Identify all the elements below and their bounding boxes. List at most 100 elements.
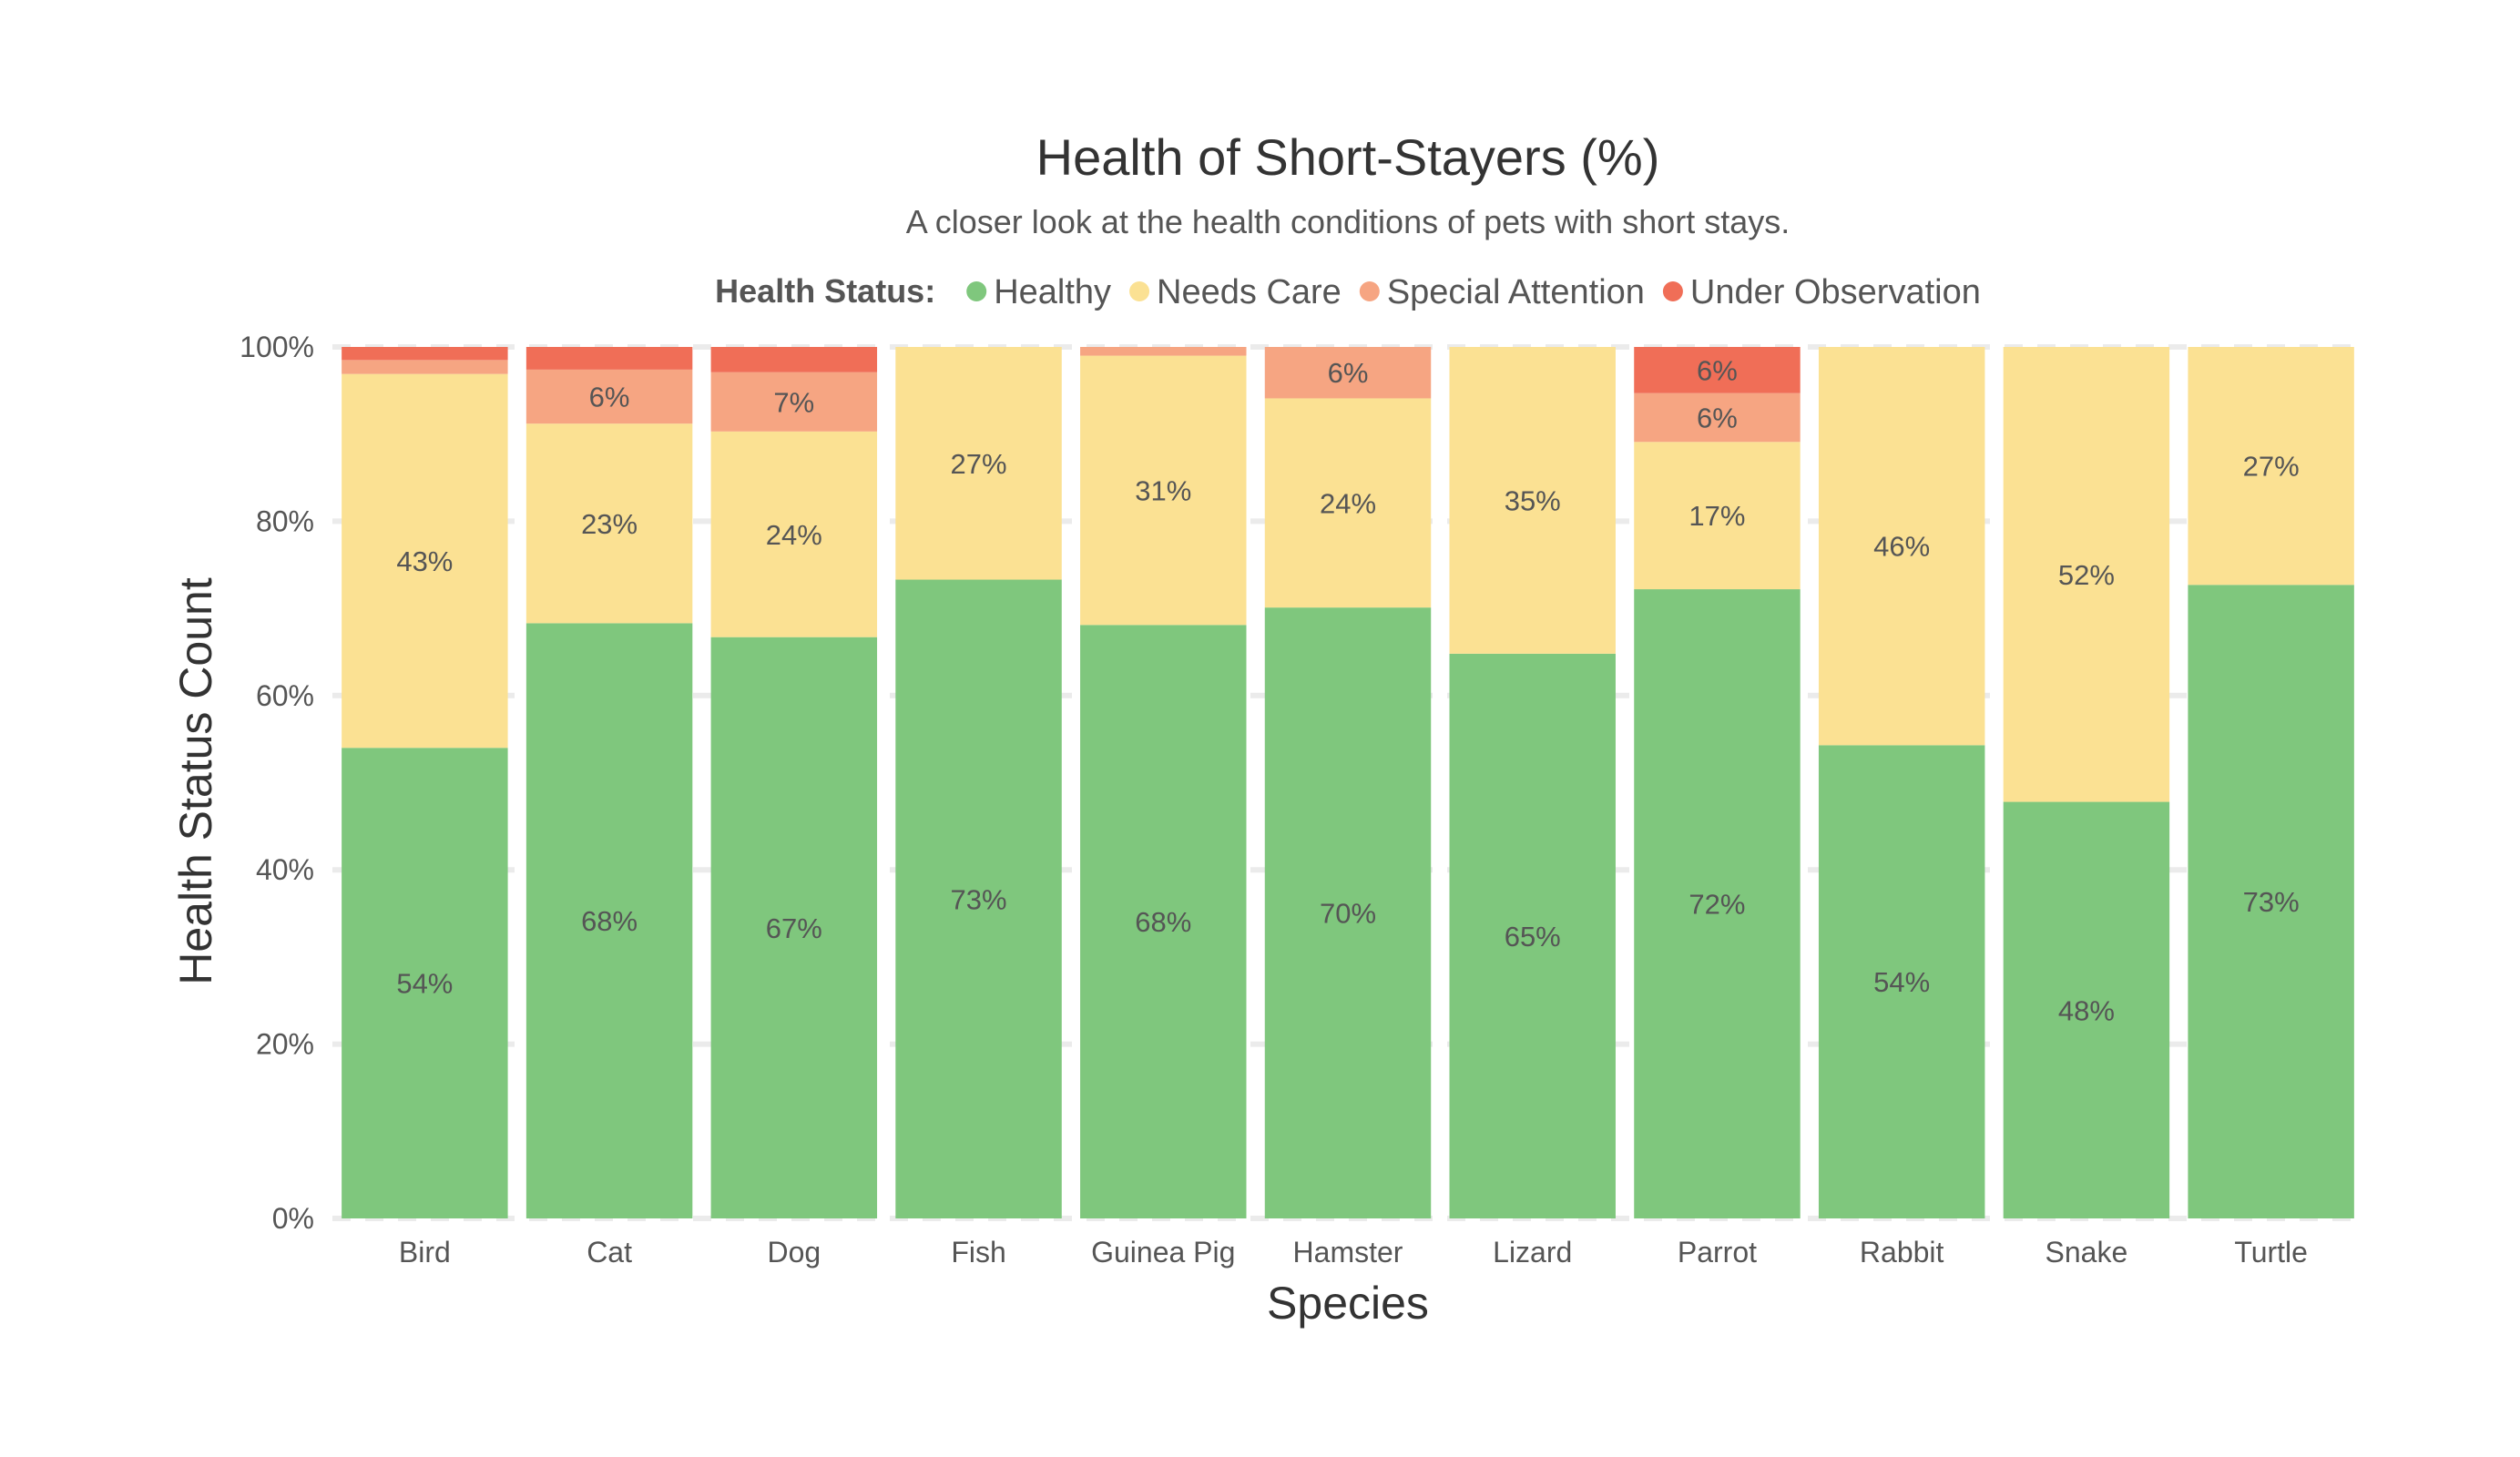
data-label: 17% xyxy=(1689,500,1745,532)
bar-segment-needs-care xyxy=(895,347,1062,580)
legend-marker-healthy xyxy=(966,281,987,301)
bar-hamster: 70% 24% 6% xyxy=(1264,347,1432,1218)
bar-segment-healthy xyxy=(1634,589,1801,1218)
legend-marker-needs-care xyxy=(1129,281,1150,301)
bar-segment-healthy xyxy=(2188,585,2354,1218)
bar-segment-special-attention xyxy=(525,369,693,424)
data-label: 73% xyxy=(951,883,1007,915)
bar-rabbit: 54% 46% xyxy=(1818,347,1985,1218)
data-label: 24% xyxy=(766,519,822,551)
data-label: 27% xyxy=(951,448,1007,480)
legend-label-under-observation: Under Observation xyxy=(1690,273,1981,311)
legend-title: Health Status: xyxy=(715,272,935,310)
x-axis-title: Species xyxy=(1267,1278,1429,1329)
bar-segment-under-observation xyxy=(342,347,508,361)
bar-segment-needs-care xyxy=(1449,347,1616,654)
bars: 54% 43% 68% 23% 6% 67% 24% 7% 73% 27% 68% 31% 70% 24%… xyxy=(342,347,2354,1218)
bar-guinea-pig: 68% 31% xyxy=(1080,347,1247,1218)
bar-segment-healthy xyxy=(2003,801,2170,1218)
bar-cat: 68% 23% 6% xyxy=(525,347,693,1218)
data-label: 70% xyxy=(1320,898,1376,930)
data-label: 6% xyxy=(1697,354,1738,386)
bar-segment-needs-care xyxy=(2188,347,2354,586)
x-tick-label: Hamster xyxy=(1293,1236,1403,1269)
bar-segment-special-attention xyxy=(710,372,878,432)
bar-lizard: 65% 35% xyxy=(1449,347,1616,1218)
data-label: 67% xyxy=(766,912,822,944)
data-label: 35% xyxy=(1505,484,1561,516)
bar-segment-needs-care xyxy=(1080,355,1247,626)
bar-snake: 48% 52% xyxy=(2003,347,2170,1218)
legend-marker-under-observation xyxy=(1662,281,1683,301)
data-label: 54% xyxy=(396,968,453,1000)
bar-segment-special-attention xyxy=(1634,392,1801,443)
data-label: 46% xyxy=(1873,531,1930,563)
legend-label-healthy: Healthy xyxy=(994,273,1111,311)
bar-segment-healthy xyxy=(1080,625,1247,1218)
data-label: 6% xyxy=(1328,357,1369,389)
data-label: 73% xyxy=(2243,886,2300,918)
bar-segment-needs-care xyxy=(710,431,878,637)
bar-segment-healthy xyxy=(342,748,508,1218)
y-tick-label: 40% xyxy=(256,853,314,886)
legend-label-needs-care: Needs Care xyxy=(1157,273,1342,311)
x-tick-label: Lizard xyxy=(1493,1236,1572,1269)
data-label: 52% xyxy=(2058,559,2115,591)
x-tick-label: Parrot xyxy=(1678,1236,1757,1269)
y-axis-tick-labels: 0% 20% 40% 60% 80% 100% xyxy=(240,331,314,1235)
legend: Health Status: Healthy Needs Care Special A… xyxy=(715,272,1981,311)
bar-segment-special-attention xyxy=(342,360,508,374)
data-label: 23% xyxy=(581,508,638,540)
y-axis-title: Health Status Count xyxy=(170,577,221,985)
bar-segment-needs-care xyxy=(525,423,693,624)
data-label: 54% xyxy=(1873,966,1930,998)
data-label: 72% xyxy=(1689,889,1745,921)
bar-segment-needs-care xyxy=(1634,442,1801,590)
data-label: 68% xyxy=(1135,906,1191,938)
bar-bird: 54% 43% xyxy=(342,347,508,1218)
data-label: 6% xyxy=(1697,402,1738,434)
y-tick-label: 0% xyxy=(272,1202,314,1235)
x-tick-label: Turtle xyxy=(2234,1236,2308,1269)
bar-segment-healthy xyxy=(1264,607,1432,1218)
y-tick-label: 80% xyxy=(256,504,314,537)
legend-label-special-attention: Special Attention xyxy=(1387,273,1645,311)
x-tick-label: Guinea Pig xyxy=(1091,1236,1235,1269)
bar-segment-healthy xyxy=(1818,745,1985,1218)
chart-title: Health of Short-Stayers (%) xyxy=(1036,128,1660,186)
x-tick-label: Dog xyxy=(767,1236,821,1269)
bar-segment-under-observation xyxy=(525,347,693,370)
data-label: 65% xyxy=(1505,921,1561,953)
x-tick-label: Cat xyxy=(587,1236,632,1269)
bar-segment-needs-care xyxy=(342,373,508,749)
data-label: 7% xyxy=(773,386,814,418)
x-tick-label: Rabbit xyxy=(1860,1236,1944,1269)
x-tick-label: Fish xyxy=(951,1236,1005,1269)
x-axis-tick-labels: Bird Cat Dog Fish Guinea Pig Hamster Lizard Par… xyxy=(399,1236,2308,1269)
bar-segment-healthy xyxy=(1449,653,1616,1218)
y-tick-label: 20% xyxy=(256,1028,314,1061)
bar-dog: 67% 24% 7% xyxy=(710,347,878,1218)
data-label: 48% xyxy=(2058,994,2115,1026)
y-tick-label: 60% xyxy=(256,679,314,712)
legend-marker-special-attention xyxy=(1359,281,1380,301)
y-tick-label: 100% xyxy=(240,331,314,363)
data-label: 68% xyxy=(581,905,638,937)
data-label: 31% xyxy=(1135,474,1191,506)
bar-segment-healthy xyxy=(710,637,878,1218)
bar-segment-under-observation xyxy=(1634,347,1801,393)
bar-segment-under-observation xyxy=(710,347,878,372)
chart-subtitle: A closer look at the health conditions o… xyxy=(906,203,1791,240)
bar-fish: 73% 27% xyxy=(895,347,1062,1218)
bar-segment-healthy xyxy=(525,623,693,1218)
bar-segment-special-attention xyxy=(1264,347,1432,399)
bar-turtle: 73% 27% xyxy=(2188,347,2354,1218)
data-label: 27% xyxy=(2243,451,2300,483)
x-tick-label: Bird xyxy=(399,1236,451,1269)
data-label: 43% xyxy=(396,545,453,577)
bar-parrot: 72% 17% 6% 6% xyxy=(1634,347,1801,1218)
x-tick-label: Snake xyxy=(2046,1236,2128,1269)
bar-segment-needs-care xyxy=(2003,347,2170,802)
bar-segment-needs-care xyxy=(1264,398,1432,608)
